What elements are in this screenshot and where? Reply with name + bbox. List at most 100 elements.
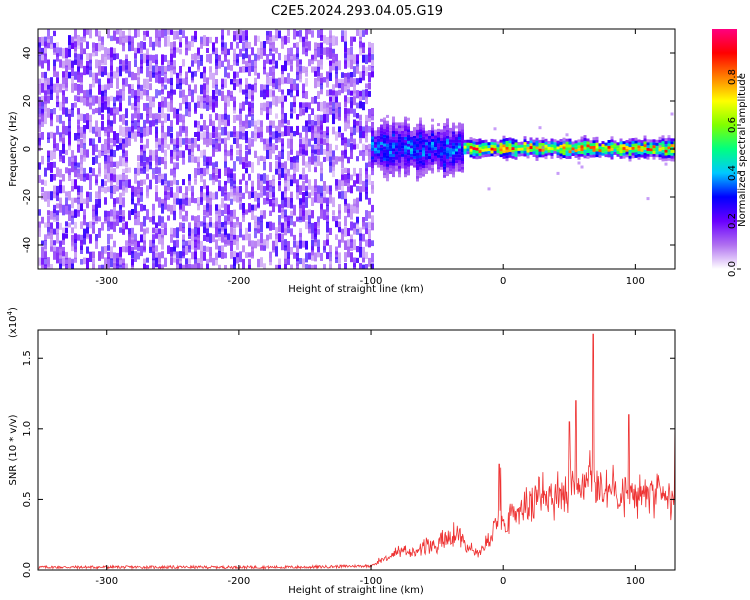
spectrogram-cell xyxy=(227,89,230,98)
spectrogram-cell xyxy=(538,126,542,130)
spectrogram-cell xyxy=(404,159,407,163)
spectrogram-cell xyxy=(371,136,374,140)
spectrogram-cell xyxy=(254,204,257,211)
spectrogram-cell xyxy=(140,168,143,174)
spectrogram-cell xyxy=(377,127,380,131)
spectrogram-cell xyxy=(161,222,164,229)
spectrogram-cell xyxy=(224,203,227,214)
spectrogram-cell xyxy=(314,42,317,51)
spectrogram-cell xyxy=(68,156,71,167)
spectrogram-cell xyxy=(652,148,656,151)
spectrogram-cell xyxy=(89,114,92,122)
spectrogram-cell xyxy=(407,132,410,136)
spectrogram-cell xyxy=(281,41,284,49)
spectrogram-cell xyxy=(113,263,116,269)
spectrogram-cell xyxy=(293,102,296,108)
spectrogram-cell xyxy=(95,155,98,164)
spectrogram-cell xyxy=(215,258,218,266)
spectrogram-cell xyxy=(203,234,206,241)
spectrogram-cell xyxy=(68,48,71,58)
spectrogram-cell xyxy=(86,65,89,75)
spectrogram-cell xyxy=(281,162,284,168)
spectrogram-cell xyxy=(80,113,83,121)
spectrogram-cell xyxy=(125,150,128,157)
spectrogram-cell xyxy=(182,150,185,158)
spectrogram-cell xyxy=(152,263,155,269)
spectrogram-cell xyxy=(353,138,356,147)
spectrogram-cell xyxy=(320,83,323,90)
spectrogram-cell xyxy=(419,117,422,121)
spectrogram-cell xyxy=(89,167,92,174)
spectrogram-cell xyxy=(161,65,164,76)
spectrogram-cell xyxy=(493,142,497,146)
spectrogram-cell xyxy=(416,155,419,159)
spectrogram-cell xyxy=(146,95,149,101)
spectrogram-cell xyxy=(299,102,302,109)
spectrogram-cell xyxy=(134,167,137,174)
spectrogram-cell xyxy=(167,245,170,254)
spectrogram-cell xyxy=(335,108,338,120)
spectrogram-cell xyxy=(65,221,68,227)
spectrogram-cell xyxy=(574,155,578,158)
spectrogram-cell xyxy=(131,125,134,134)
spectrogram-cell xyxy=(164,185,167,195)
spectrogram-cell xyxy=(251,186,254,196)
spectrogram-cell xyxy=(125,263,128,269)
spectrogram-cell xyxy=(437,123,440,127)
spectrogram-cell xyxy=(239,125,242,132)
spectrogram-cell xyxy=(326,185,329,194)
spectrogram-cell xyxy=(275,239,278,247)
spectrogram-cell xyxy=(179,42,182,48)
spectrogram-cell xyxy=(98,107,101,116)
spectrogram-cell xyxy=(71,60,74,68)
spectrogram-cell xyxy=(278,221,281,233)
spectrogram-cell xyxy=(266,174,269,183)
spectrogram-cell xyxy=(116,66,119,73)
spectrogram-cell xyxy=(218,204,221,214)
spectrogram-cell xyxy=(239,204,242,210)
spectrogram-cell xyxy=(41,257,44,268)
spectrogram-cell xyxy=(215,101,218,108)
spectrogram-cell xyxy=(398,139,401,143)
spectrogram-cell xyxy=(80,48,83,60)
spectrogram-cell xyxy=(125,131,128,139)
spectrogram-cell xyxy=(404,168,407,172)
spectrogram-cell xyxy=(616,142,620,146)
spectrogram-cell xyxy=(113,113,116,124)
spectrogram-cell xyxy=(110,156,113,163)
spectrogram-cell xyxy=(185,264,188,269)
spectrogram-cell xyxy=(365,96,368,105)
spectrogram-cell xyxy=(317,239,320,248)
spectrogram-cell xyxy=(356,173,359,184)
spectrogram-cell xyxy=(167,78,170,84)
spectrogram-cell xyxy=(556,152,560,156)
spectrogram-cell xyxy=(212,179,215,186)
spectrogram-cell xyxy=(332,84,335,94)
spectrogram-cell xyxy=(640,140,644,144)
spectrogram-cell xyxy=(452,157,455,161)
spectrogram-cell xyxy=(311,234,314,240)
spectrogram-cell xyxy=(143,263,146,269)
spectrogram-cell xyxy=(248,252,251,258)
spectrogram-cell xyxy=(194,251,197,260)
spectrogram-cell xyxy=(167,113,170,121)
spectrogram-cell xyxy=(299,149,302,156)
spectrogram-cell xyxy=(209,114,212,120)
spectrogram-cell xyxy=(194,53,197,64)
spectrogram-cell xyxy=(475,139,479,142)
spectrogram-cell xyxy=(526,149,530,153)
spectrogram-cell xyxy=(104,131,107,137)
spectrogram-cell xyxy=(383,152,386,156)
spectrogram-cell xyxy=(257,173,260,180)
spectrogram-cell xyxy=(374,133,377,137)
spectrogram-cell xyxy=(368,109,371,118)
spectrogram-cell xyxy=(221,138,224,144)
spectrogram-cell xyxy=(83,155,86,162)
spectrogram-cell xyxy=(269,143,272,151)
spectrogram-cell xyxy=(601,149,605,153)
spectrogram-cell xyxy=(260,120,263,131)
spectrogram-cell xyxy=(446,132,449,136)
spectrogram-cell xyxy=(101,60,104,66)
spectrogram-cell xyxy=(287,197,290,208)
